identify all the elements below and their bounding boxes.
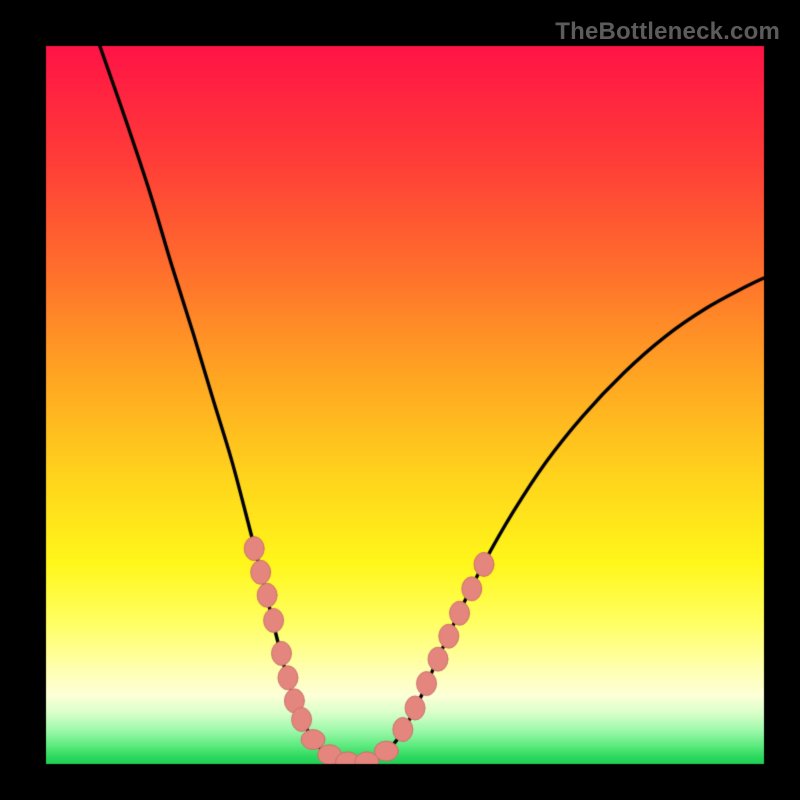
watermark-text: TheBottleneck.com bbox=[555, 18, 780, 46]
chart-canvas bbox=[0, 0, 800, 800]
chart-root: TheBottleneck.com bbox=[0, 0, 800, 800]
